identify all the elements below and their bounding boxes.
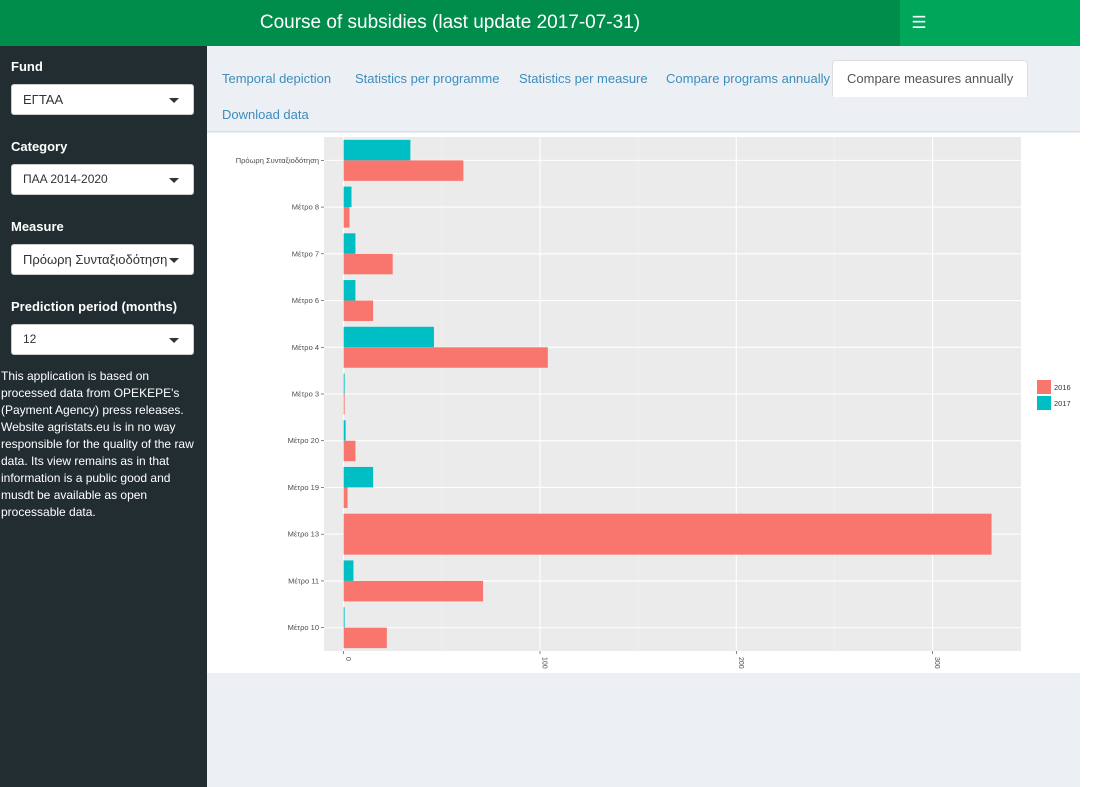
y-tick-label: Μέτρο 3 — [292, 390, 319, 399]
measure-label: Measure — [11, 219, 64, 234]
bar-2017 — [343, 186, 352, 208]
bar-2017 — [343, 233, 356, 254]
legend-label-2016: 2016 — [1054, 383, 1071, 392]
bar-2017 — [343, 560, 354, 581]
fund-control: Fund ΕΓΤΑΑ — [11, 58, 194, 115]
bar-2017 — [343, 466, 374, 488]
bar-2016 — [343, 207, 350, 228]
y-tick-label: Μέτρο 11 — [288, 576, 319, 585]
measure-select[interactable]: Πρόωρη Συνταξιοδότηση — [11, 244, 194, 275]
prediction-select-value: 12 — [23, 332, 37, 346]
caret-down-icon — [169, 178, 179, 183]
legend-label-2017: 2017 — [1054, 399, 1071, 408]
y-tick-label: Μέτρο 6 — [292, 296, 319, 305]
bar-2016 — [343, 300, 374, 322]
x-tick-label: 100 — [540, 657, 547, 669]
bars-icon: ☰ — [911, 13, 927, 32]
about-text: This application is based on processed d… — [1, 369, 194, 519]
bar-2017 — [343, 607, 345, 628]
header-bar: ☰ — [900, 0, 1080, 46]
caret-down-icon — [169, 98, 179, 103]
app-title: Course of subsidies (last update 2017-07… — [0, 0, 900, 46]
main-content: Temporal depiction Statistics per progra… — [207, 46, 1080, 787]
bar-2016 — [343, 394, 345, 415]
legend-key-2016 — [1037, 380, 1051, 394]
caret-down-icon — [169, 258, 179, 263]
fund-select[interactable]: ΕΓΤΑΑ — [11, 84, 194, 115]
bar-2016 — [343, 160, 464, 181]
bar-2016 — [343, 347, 548, 368]
bar-2016 — [343, 487, 348, 508]
x-tick-label: 300 — [933, 657, 940, 669]
bar-2016 — [343, 253, 393, 275]
tab-compare-programs-annually[interactable]: Compare programs annually — [666, 71, 831, 86]
legend-key-2017 — [1037, 396, 1051, 410]
measure-control: Measure Πρόωρη Συνταξιοδότηση — [11, 218, 194, 275]
category-label: Category — [11, 139, 68, 154]
fund-select-value: ΕΓΤΑΑ — [23, 92, 64, 107]
chart-container: 0 100 200 300 Πρόωρη Συνταξιοδότηση Μέτρο 8 Μέ… — [207, 133, 1080, 673]
y-tick-label: Μέτρο 4 — [292, 343, 319, 352]
category-control: Category ΠΑΑ 2014-2020 — [11, 138, 194, 195]
y-tick-label: Μέτρο 10 — [288, 623, 319, 632]
sidebar-toggle-button[interactable]: ☰ — [900, 0, 938, 46]
bar-2017 — [343, 326, 434, 348]
y-tick-label: Μέτρο 13 — [288, 530, 319, 539]
category-select[interactable]: ΠΑΑ 2014-2020 — [11, 164, 194, 195]
tab-compare-measures-annually[interactable]: Compare measures annually — [832, 60, 1029, 97]
bar-2017 — [343, 420, 346, 441]
measure-select-value: Πρόωρη Συνταξιοδότηση — [23, 252, 168, 267]
caret-down-icon — [169, 338, 179, 343]
bar-2016 — [343, 627, 387, 649]
y-tick-label: Μέτρο 20 — [288, 436, 319, 445]
prediction-control: Prediction period (months) 12 — [11, 298, 194, 355]
tab-temporal-depiction[interactable]: Temporal depiction — [222, 71, 332, 86]
tab-statistics-per-programme[interactable]: Statistics per programme — [355, 71, 500, 86]
bar-2016 — [343, 440, 356, 462]
y-tick-label: Μέτρο 7 — [292, 249, 319, 258]
y-tick-label: Πρόωρη Συνταξιοδότηση — [236, 156, 319, 165]
prediction-label: Prediction period (months) — [11, 299, 178, 314]
bar-2017 — [343, 139, 411, 161]
bar-2017 — [343, 373, 345, 394]
x-tick-label: 200 — [737, 657, 744, 669]
tab-download-data[interactable]: Download data — [222, 107, 309, 122]
page-margin — [1080, 0, 1120, 787]
bar-chart: 0 100 200 300 Πρόωρη Συνταξιοδότηση Μέτρο 8 Μέ… — [236, 137, 1071, 669]
tab-statistics-per-measure[interactable]: Statistics per measure — [519, 71, 648, 86]
fund-label: Fund — [11, 59, 43, 74]
x-tick-label: 0 — [344, 657, 351, 661]
bar-2017 — [343, 280, 356, 301]
bar-2016 — [343, 513, 992, 555]
prediction-select[interactable]: 12 — [11, 324, 194, 355]
y-tick-label: Μέτρο 8 — [292, 203, 319, 212]
tab-bar: Temporal depiction Statistics per progra… — [207, 46, 1080, 132]
category-select-value: ΠΑΑ 2014-2020 — [23, 172, 108, 186]
sidebar: Fund ΕΓΤΑΑ Category ΠΑΑ 2014-2020 Measur… — [0, 46, 207, 787]
bar-2016 — [343, 580, 484, 602]
y-tick-label: Μέτρο 19 — [288, 483, 319, 492]
